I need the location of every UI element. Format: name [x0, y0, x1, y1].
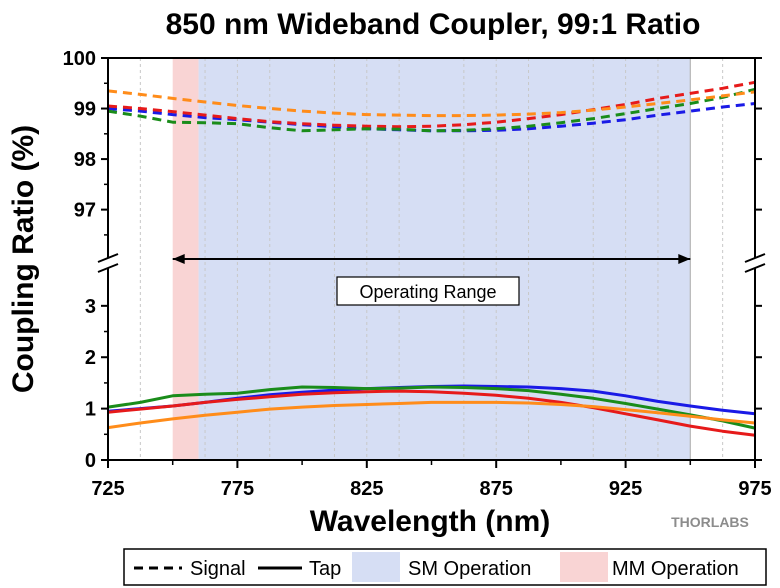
y-lower-tick-label-3: 3	[85, 296, 96, 318]
x-tick-label-825: 825	[350, 478, 383, 500]
chart-title: 850 nm Wideband Coupler, 99:1 Ratio	[166, 8, 701, 41]
axis-break-mark-left-1	[97, 253, 119, 263]
x-tick-label-925: 925	[609, 478, 642, 500]
y-lower-tick-label-1: 1	[85, 399, 96, 421]
y-axis-label: Coupling Ratio (%)	[7, 125, 40, 393]
operating-range-label: Operating Range	[359, 282, 496, 302]
y-lower-tick-label-2: 2	[85, 347, 96, 369]
series-line-tap-green	[107, 385, 756, 430]
series-line-signal-orange	[107, 89, 756, 118]
y-upper-tick-label-100: 100	[63, 48, 96, 70]
legend-label-mm-operation: MM Operation	[612, 558, 739, 580]
y-upper-tick-label-99: 99	[74, 99, 96, 121]
operating-range-arrow-head-right	[678, 254, 691, 264]
series-line-signal-red	[107, 80, 756, 129]
x-tick-label-875: 875	[480, 478, 513, 500]
legend-box	[123, 548, 767, 586]
y-upper-tick-label-98: 98	[74, 149, 96, 171]
legend-swatch-sm-operation	[352, 552, 400, 582]
legend-label-tap: Tap	[309, 558, 341, 580]
axis-break-mark-left-2	[97, 263, 119, 273]
thorlabs-watermark: THORLABS	[671, 514, 749, 530]
series-line-signal-blue	[107, 102, 756, 133]
x-tick-label-775: 775	[221, 478, 254, 500]
x-tick-label-725: 725	[91, 478, 124, 500]
y-upper-tick-label-97: 97	[74, 200, 96, 222]
axis-break-mark-right-1	[744, 253, 766, 263]
legend: Signal Tap SM Operation MM Operation	[123, 548, 767, 586]
series-line-tap-orange	[107, 400, 756, 430]
operating-range-arrow-head-left	[172, 254, 185, 264]
operating-range-box	[336, 276, 520, 306]
x-tick-label-975: 975	[738, 478, 771, 500]
legend-label-sm-operation: SM Operation	[408, 558, 531, 580]
series-line-signal-green	[107, 87, 756, 133]
y-lower-tick-label-0: 0	[85, 450, 96, 472]
legend-label-signal: Signal	[190, 558, 246, 580]
x-axis-label: Wavelength (nm)	[310, 505, 551, 538]
axis-break-mark-right-2	[744, 263, 766, 273]
series-line-tap-red	[107, 389, 756, 437]
legend-swatch-mm-operation	[560, 552, 608, 582]
